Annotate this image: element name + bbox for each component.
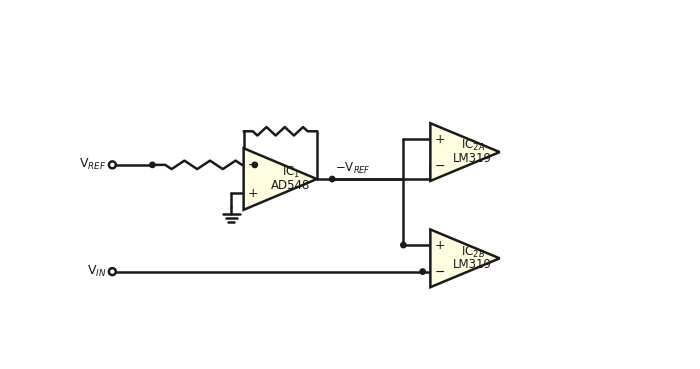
- Text: IC$_1$: IC$_1$: [282, 165, 300, 180]
- Polygon shape: [244, 148, 317, 210]
- Text: −: −: [434, 160, 444, 173]
- Text: V$_{IN}$: V$_{IN}$: [87, 264, 106, 279]
- Text: V$_{REF}$: V$_{REF}$: [79, 157, 106, 172]
- Text: −V$_{REF}$: −V$_{REF}$: [335, 161, 371, 176]
- Circle shape: [400, 242, 406, 248]
- Circle shape: [150, 162, 155, 168]
- Text: LM319: LM319: [453, 152, 492, 165]
- Circle shape: [252, 162, 258, 168]
- Text: +: +: [248, 187, 258, 200]
- Text: +: +: [434, 133, 444, 146]
- Polygon shape: [430, 230, 500, 287]
- Circle shape: [420, 269, 426, 274]
- Circle shape: [109, 268, 116, 275]
- Text: −: −: [434, 266, 444, 279]
- Text: IC$_{2A}$: IC$_{2A}$: [461, 138, 485, 154]
- Polygon shape: [430, 123, 500, 181]
- Text: IC$_{2B}$: IC$_{2B}$: [461, 245, 485, 260]
- Text: LM319: LM319: [453, 258, 492, 271]
- Text: −: −: [248, 159, 258, 172]
- Circle shape: [330, 176, 335, 182]
- Text: AD548: AD548: [272, 179, 311, 192]
- Text: +: +: [434, 239, 444, 252]
- Circle shape: [109, 161, 116, 168]
